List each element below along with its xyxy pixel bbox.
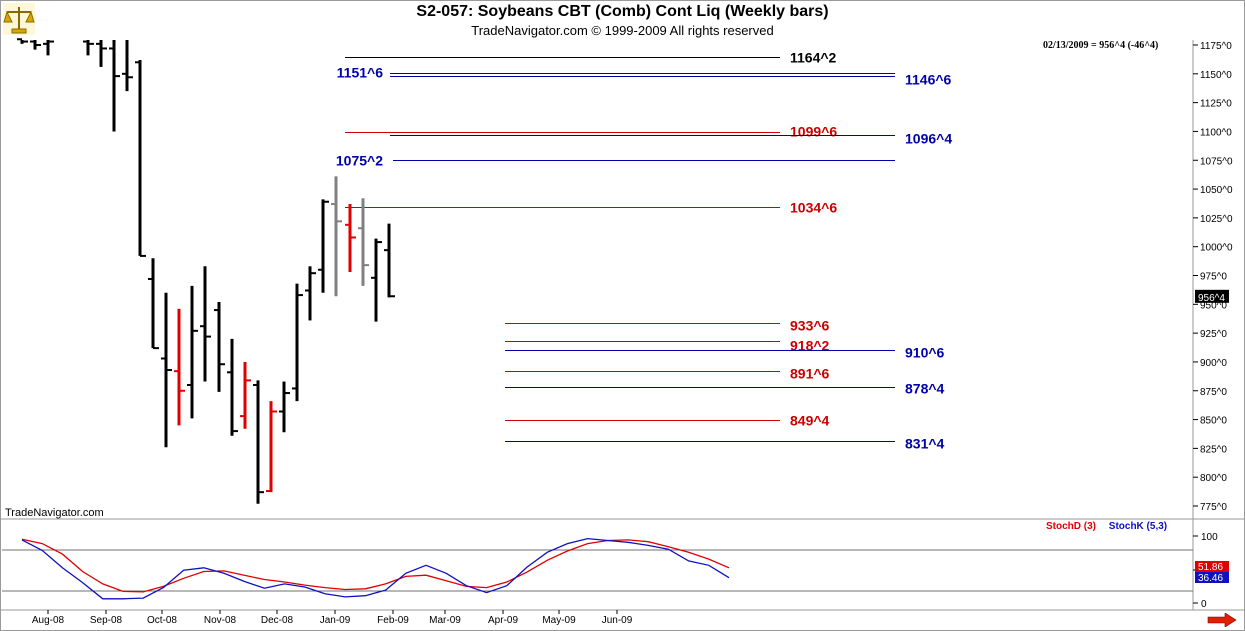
date-axis-tick-label: May-09 [542, 615, 576, 626]
price-axis-tick-label: 800^0 [1200, 473, 1227, 484]
price-axis-tick-label: 950^0 [1200, 300, 1227, 311]
date-axis-tick-label: Jun-09 [602, 615, 633, 626]
date-axis-tick-label: Oct-08 [147, 615, 177, 626]
level-label: 891^6 [790, 366, 830, 382]
title-bar: S2-057: Soybeans CBT (Comb) Cont Liq (We… [0, 0, 1245, 40]
stoch-value-tag-bg [1195, 561, 1229, 572]
price-axis-tick-label: 900^0 [1200, 358, 1227, 369]
level-label: 849^4 [790, 413, 830, 429]
date-axis-tick-label: Sep-08 [90, 615, 123, 626]
price-axis-tick-label: 1100^0 [1200, 127, 1232, 138]
level-label: 1096^4 [905, 131, 952, 147]
chart-subtitle: TradeNavigator.com © 1999-2009 All right… [471, 23, 774, 38]
level-label: 1164^2 [790, 50, 837, 66]
level-label: 1146^6 [905, 72, 952, 88]
date-axis-tick-label: Mar-09 [429, 615, 461, 626]
watermark: TradeNavigator.com [5, 507, 104, 519]
stoch-value-tag-bg [1195, 572, 1229, 583]
price-axis-tick-label: 1150^0 [1200, 70, 1232, 81]
scroll-right-arrow-icon[interactable] [1207, 613, 1237, 627]
price-axis-tick-label: 875^0 [1200, 387, 1227, 398]
date-axis-tick-label: Jan-09 [320, 615, 351, 626]
level-label: 1151^6 [337, 65, 384, 81]
level-label: 918^2 [790, 338, 830, 354]
legend-stochk: StochK (5,3) [1108, 521, 1168, 532]
price-axis-tick-label: 1175^0 [1200, 41, 1232, 52]
price-axis-tick-label: 925^0 [1200, 329, 1227, 340]
date-axis-tick-label: Apr-09 [488, 615, 518, 626]
level-label: 1034^6 [790, 200, 837, 216]
level-label: 1099^6 [790, 124, 837, 140]
price-axis-tick-label: 1125^0 [1200, 99, 1232, 110]
date-axis-tick-label: Aug-08 [32, 615, 65, 626]
stochk-value-tag: 36.46 [1198, 573, 1223, 584]
level-label: 933^6 [790, 318, 830, 334]
stoch-axis-tick-label: 100 [1201, 532, 1218, 543]
last-quote-label: 02/13/2009 = 956^4 (-46^4) [1043, 40, 1159, 51]
scales-of-justice-icon[interactable] [2, 2, 36, 36]
price-axis-tick-label: 1025^0 [1200, 214, 1233, 225]
price-axis-tick-label: 1000^0 [1200, 243, 1233, 254]
chart-title: S2-057: Soybeans CBT (Comb) Cont Liq (We… [416, 3, 829, 20]
stochk-line [21, 537, 730, 600]
date-axis-tick-label: Nov-08 [204, 615, 237, 626]
date-axis-tick-label: Dec-08 [261, 615, 294, 626]
stochd-value-tag: 51.86 [1198, 562, 1223, 573]
last-price-tag: 956^4 [1198, 293, 1225, 304]
price-axis-tick-label: 975^0 [1200, 272, 1227, 283]
indicator-legend: StochD (3) StochK (5,3) [1046, 521, 1167, 532]
level-label: 910^6 [905, 345, 945, 361]
price-axis-tick-label: 1050^0 [1200, 185, 1233, 196]
level-label: 878^4 [905, 381, 945, 397]
price-axis-tick-label: 1075^0 [1200, 156, 1233, 167]
stochd-line [21, 538, 730, 593]
stoch-axis-tick-label: 0 [1201, 599, 1207, 610]
level-label: 831^4 [905, 436, 945, 452]
last-price-tag-bg [1195, 289, 1229, 303]
price-axis-tick-label: 825^0 [1200, 444, 1227, 455]
price-axis-tick-label: 775^0 [1200, 502, 1227, 513]
level-label: 1075^2 [336, 153, 383, 169]
legend-stochd: StochD (3) [1046, 521, 1096, 532]
date-axis-tick-label: Feb-09 [377, 615, 409, 626]
price-axis-tick-label: 850^0 [1200, 416, 1227, 427]
